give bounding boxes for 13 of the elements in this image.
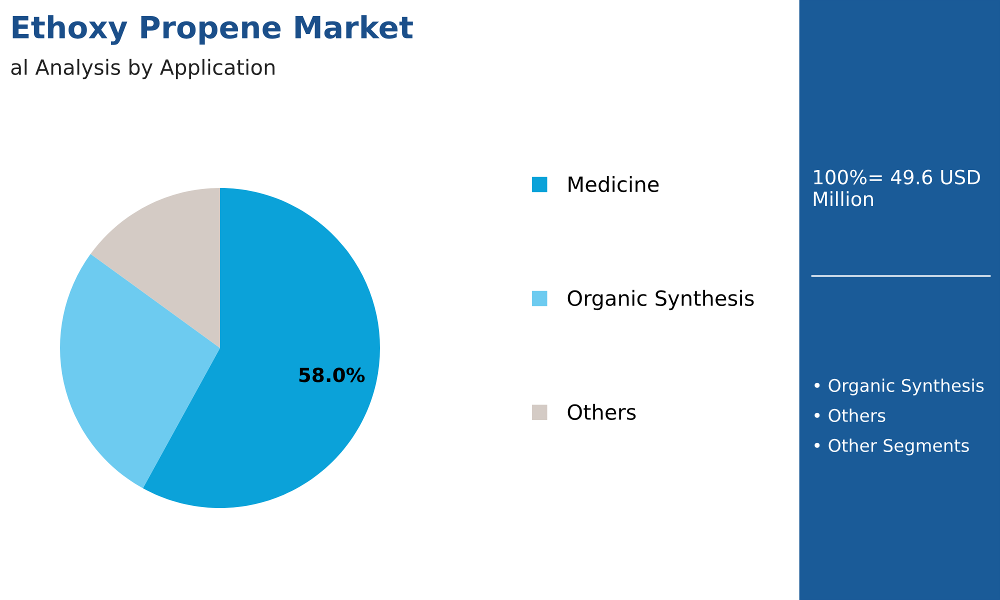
chart-subtitle: al Analysis by Application [11, 58, 274, 80]
chart-title: Ethoxy Propene Market [12, 15, 413, 45]
legend-label: Others [568, 404, 636, 420]
pie-slice [60, 254, 220, 488]
text: • Organic Synthesis [814, 378, 984, 396]
text: 100%= 49.6 USD Million [814, 170, 980, 206]
text: • Others [814, 408, 886, 422]
legend-label: Medicine [568, 176, 659, 192]
data-label: 58.0% [299, 368, 365, 382]
pie-slice [142, 188, 380, 508]
pie-slice [90, 188, 220, 348]
legend-label: Organic Synthesis [568, 290, 754, 310]
text: • Other Segments [814, 438, 969, 456]
